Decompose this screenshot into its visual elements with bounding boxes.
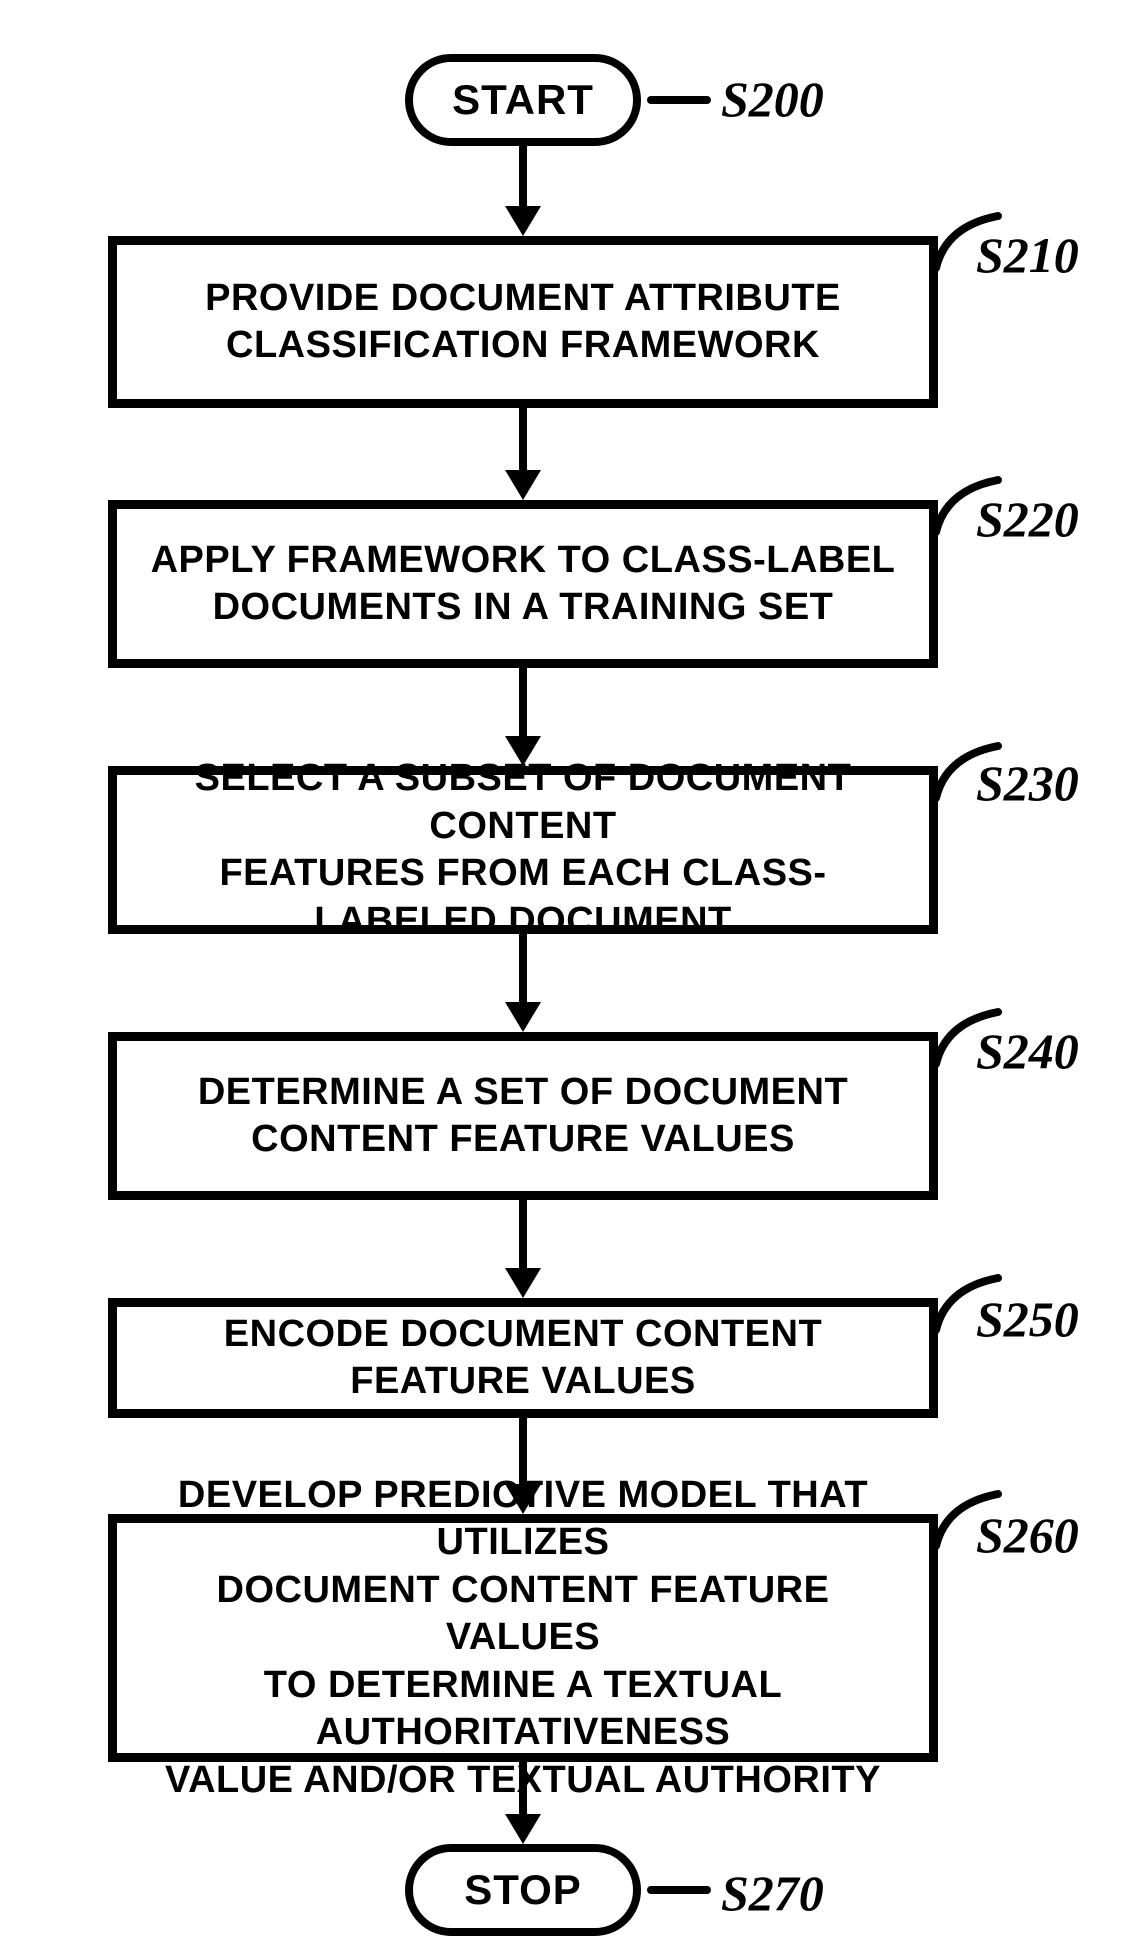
start-terminator: START: [405, 54, 641, 146]
s220-step: APPLY FRAMEWORK TO CLASS-LABELDOCUMENTS …: [108, 500, 938, 668]
s210-step: PROVIDE DOCUMENT ATTRIBUTECLASSIFICATION…: [108, 236, 938, 408]
arrow-head-icon: [505, 206, 541, 236]
arrow-shaft: [519, 668, 527, 738]
arrow-shaft: [519, 146, 527, 208]
step-label: S240: [976, 1022, 1079, 1080]
s250-step: ENCODE DOCUMENT CONTENT FEATURE VALUES: [108, 1298, 938, 1418]
arrow-head-icon: [505, 736, 541, 766]
step-text: DETERMINE A SET OF DOCUMENTCONTENT FEATU…: [198, 1069, 848, 1164]
flowchart-canvas: START S200 PROVIDE DOCUMENT ATTRIBUTECLASS…: [0, 0, 1143, 1934]
step-text: DEVELOP PREDICTIVE MODEL THAT UTILIZESDO…: [137, 1472, 909, 1805]
arrow-head-icon: [505, 1484, 541, 1514]
arrow-shaft: [519, 1418, 527, 1486]
terminator-text: STOP: [464, 1866, 582, 1914]
step-label: S200: [721, 70, 824, 128]
arrow-shaft: [519, 934, 527, 1004]
step-label: S260: [976, 1506, 1079, 1564]
s230-step: SELECT A SUBSET OF DOCUMENT CONTENTFEATU…: [108, 766, 938, 934]
terminator-text: START: [452, 76, 594, 124]
stop-terminator: STOP: [405, 1844, 641, 1936]
s240-step: DETERMINE A SET OF DOCUMENTCONTENT FEATU…: [108, 1032, 938, 1200]
step-label: S220: [976, 490, 1079, 548]
step-text: ENCODE DOCUMENT CONTENT FEATURE VALUES: [137, 1311, 909, 1406]
step-text: SELECT A SUBSET OF DOCUMENT CONTENTFEATU…: [137, 755, 909, 945]
arrow-shaft: [519, 1762, 527, 1816]
arrow-shaft: [519, 408, 527, 472]
arrow-head-icon: [505, 1814, 541, 1844]
arrow-head-icon: [505, 470, 541, 500]
step-label: S210: [976, 226, 1079, 284]
step-label: S270: [721, 1864, 824, 1922]
arrow-shaft: [519, 1200, 527, 1270]
step-label: S250: [976, 1290, 1079, 1348]
step-text: PROVIDE DOCUMENT ATTRIBUTECLASSIFICATION…: [205, 275, 841, 370]
label-leader: [647, 1886, 711, 1894]
step-text: APPLY FRAMEWORK TO CLASS-LABELDOCUMENTS …: [151, 537, 896, 632]
arrow-head-icon: [505, 1268, 541, 1298]
label-leader: [647, 96, 711, 104]
arrow-head-icon: [505, 1002, 541, 1032]
s260-step: DEVELOP PREDICTIVE MODEL THAT UTILIZESDO…: [108, 1514, 938, 1762]
step-label: S230: [976, 754, 1079, 812]
